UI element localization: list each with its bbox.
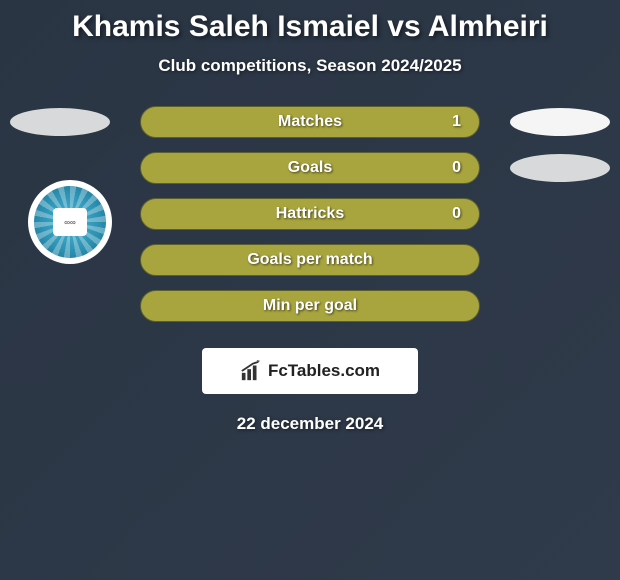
date-label: 22 december 2024: [237, 414, 384, 434]
stat-pill: Goals 0: [140, 152, 480, 184]
stat-row: Matches 1: [0, 106, 620, 138]
right-ellipse: [510, 108, 610, 136]
stat-value: 0: [452, 205, 461, 223]
stat-pill: Hattricks 0: [140, 198, 480, 230]
stat-value: 0: [452, 159, 461, 177]
stat-pill: Goals per match: [140, 244, 480, 276]
stat-row: Goals 0: [0, 152, 620, 184]
stat-pill: Min per goal: [140, 290, 480, 322]
stat-label: Matches: [278, 113, 342, 131]
stat-label: Hattricks: [276, 205, 344, 223]
stat-value: 1: [452, 113, 461, 131]
stat-row: Goals per match: [0, 244, 620, 276]
branding-text: FcTables.com: [268, 361, 380, 381]
badge-rings-icon: ∞∞: [64, 218, 75, 227]
branding-box: FcTables.com: [202, 348, 418, 394]
stat-row: Hattricks 0: [0, 198, 620, 230]
main-container: Khamis Saleh Ismaiel vs Almheiri Club co…: [0, 0, 620, 444]
chart-icon: [240, 360, 262, 382]
left-ellipse: [10, 108, 110, 136]
stat-label: Min per goal: [263, 297, 357, 315]
stats-container: Matches 1 Goals 0 Hattricks 0 Goals per match M…: [0, 106, 620, 322]
page-title: Khamis Saleh Ismaiel vs Almheiri: [72, 10, 548, 44]
stat-label: Goals: [288, 159, 332, 177]
right-ellipse: [510, 154, 610, 182]
stat-pill: Matches 1: [140, 106, 480, 138]
stat-label: Goals per match: [247, 251, 372, 269]
subtitle: Club competitions, Season 2024/2025: [158, 56, 461, 76]
badge-center: ∞∞: [53, 208, 87, 236]
stat-row: Min per goal: [0, 290, 620, 322]
